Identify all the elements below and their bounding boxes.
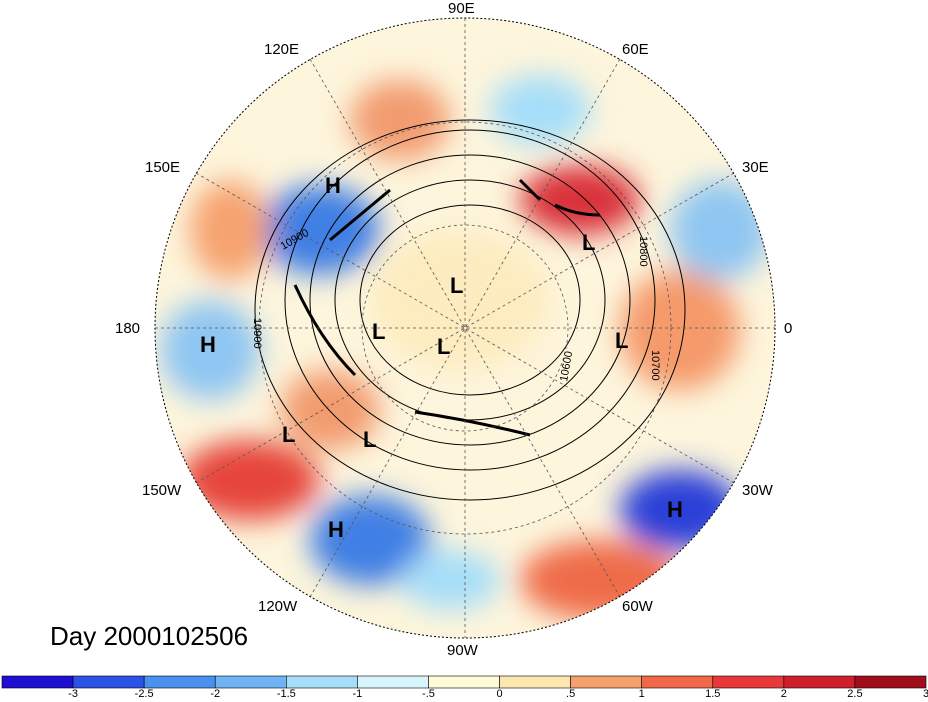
colorbar-swatch (143, 675, 216, 689)
colorbar-swatch (357, 675, 429, 689)
colorbar-swatch (641, 675, 714, 689)
colorbar-swatch (570, 675, 642, 689)
colorbar (1, 675, 927, 689)
colorbar-tick-label: 3 (922, 688, 928, 700)
colorbar-tick-label: -.5 (422, 688, 435, 700)
contour-label: 10600 (558, 350, 575, 382)
colorbar-swatch (499, 675, 571, 689)
contour-label: 10900 (251, 318, 263, 349)
colorbar-tick-label: .5 (566, 688, 576, 700)
colorbar-tick-label: 1 (638, 688, 645, 700)
low-center: L (582, 230, 595, 255)
high-center: H (325, 173, 341, 198)
lon-label-90w: 90W (447, 642, 478, 659)
lon-label-150w: 150W (142, 482, 182, 499)
low-center: L (450, 273, 463, 298)
lon-label-0: 0 (784, 320, 793, 337)
colorbar-swatch (286, 675, 358, 689)
colorbar-tick-label: 1.5 (705, 688, 721, 700)
colorbar-swatch (1, 675, 74, 689)
colorbar-tick-label: -2 (210, 688, 221, 700)
high-center: H (328, 517, 344, 542)
low-center: L (437, 334, 450, 359)
colorbar-tick-label: 2 (780, 688, 787, 700)
colorbar-tick-label: 0 (496, 688, 503, 700)
lon-label-30w: 30W (742, 482, 773, 499)
colorbar-tick-label: -2.5 (134, 688, 154, 700)
contour-label: 10800 (637, 236, 649, 267)
colorbar-tick-label: -1 (352, 688, 363, 700)
map-boundary (154, 17, 776, 639)
lon-label-120w: 120W (258, 598, 298, 615)
lon-label-120e: 120E (264, 41, 300, 58)
low-center: L (363, 427, 376, 452)
colorbar-swatch (214, 675, 287, 689)
lon-label-180: 180 (115, 320, 141, 337)
low-center: L (372, 319, 385, 344)
high-center: H (200, 332, 216, 357)
colorbar-swatch (72, 675, 145, 689)
colorbar-swatch (428, 675, 500, 689)
colorbar-swatch (783, 675, 856, 689)
contour-label: 10700 (649, 350, 661, 381)
colorbar-tick-label: 2.5 (847, 688, 863, 700)
lon-label-60e: 60E (622, 41, 649, 58)
colorbar-swatch (712, 675, 785, 689)
low-center: L (282, 422, 295, 447)
lon-label-30e: 30E (742, 159, 769, 176)
lat-lon-grid (155, 18, 775, 638)
colorbar-tick-label: -3 (68, 688, 78, 700)
colorbar-swatch (854, 675, 927, 689)
lon-label-90e: 90E (448, 0, 475, 17)
page-title: Day 2000102506 (50, 621, 249, 651)
lon-label-150e: 150E (145, 159, 181, 176)
low-center: L (615, 328, 628, 353)
lon-label-60w: 60W (622, 598, 653, 615)
high-center: H (667, 497, 683, 522)
colorbar-tick-label: -1.5 (276, 688, 296, 700)
